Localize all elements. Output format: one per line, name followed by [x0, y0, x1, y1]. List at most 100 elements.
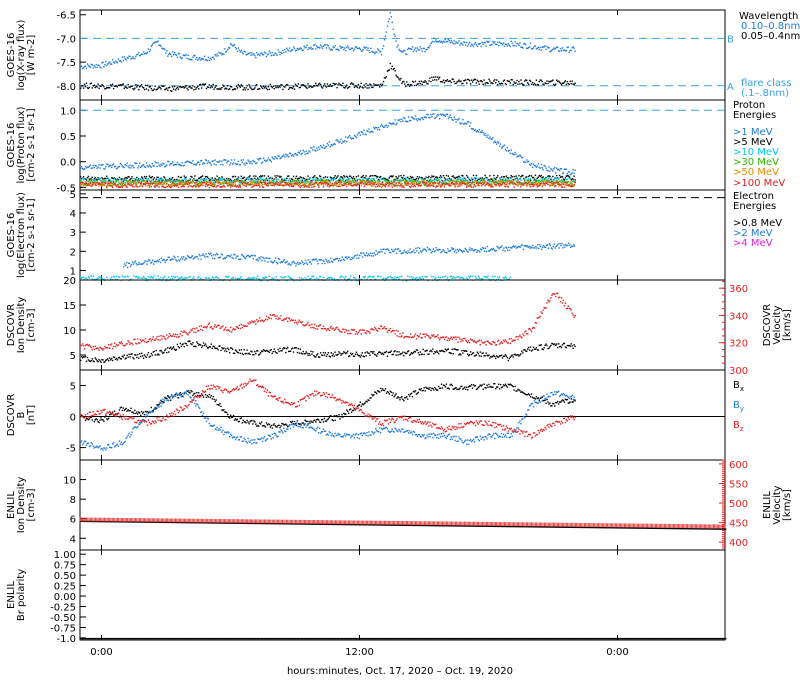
data-point: [295, 175, 298, 178]
data-point: [139, 178, 142, 181]
data-point: [448, 183, 451, 186]
data-point: [137, 84, 139, 86]
data-point: [225, 182, 227, 185]
data-point: [531, 166, 534, 169]
data-point: [220, 52, 222, 54]
data-point: [525, 161, 527, 163]
data-point: [178, 52, 181, 55]
data-point: [195, 184, 197, 186]
data-point: [379, 251, 381, 253]
data-point: [389, 182, 391, 185]
data-point: [258, 186, 261, 188]
data-point: [411, 80, 414, 83]
data-point: [166, 183, 168, 185]
data-point: [295, 49, 298, 52]
data-point: [336, 182, 338, 185]
data-point: [206, 185, 209, 187]
data-point: [192, 160, 194, 162]
data-point: [167, 179, 169, 181]
data-point: [135, 55, 137, 57]
data-point: [213, 183, 215, 186]
data-point: [327, 85, 330, 87]
data-point: [495, 82, 497, 84]
data-point: [563, 179, 566, 181]
data-point: [385, 31, 388, 33]
data-point: [258, 184, 260, 186]
data-point: [399, 180, 401, 183]
data-point: [203, 181, 206, 184]
data-point: [324, 180, 327, 182]
data-point: [134, 87, 136, 89]
data-point: [234, 88, 237, 90]
data-point: [169, 164, 171, 166]
data-point: [266, 88, 269, 91]
data-point: [80, 176, 82, 178]
data-point: [315, 258, 317, 260]
data-point: [314, 185, 316, 187]
data-point: [356, 180, 359, 182]
data-point: [439, 186, 442, 188]
data-point: [265, 257, 267, 259]
data-point: [200, 178, 203, 180]
data-point: [297, 261, 299, 264]
data-point: [351, 185, 354, 187]
data-point: [439, 185, 442, 187]
data-point: [236, 255, 238, 258]
data-point: [316, 177, 318, 179]
data-point: [480, 248, 482, 250]
data-point: [216, 180, 218, 182]
data-point: [524, 80, 526, 82]
data-point: [355, 176, 358, 178]
data-point: [507, 43, 510, 45]
data-point: [139, 185, 141, 188]
data-point: [348, 180, 351, 182]
data-point: [157, 182, 159, 184]
data-point: [255, 84, 257, 87]
data-point: [356, 182, 359, 185]
data-point: [348, 48, 351, 51]
data-point: [378, 251, 380, 253]
data-point: [154, 185, 156, 187]
data-point: [545, 82, 547, 85]
data-point: [238, 182, 241, 184]
data-point: [197, 178, 199, 181]
data-point: [356, 47, 359, 50]
data-point: [171, 258, 173, 260]
data-point: [315, 150, 317, 152]
data-point: [147, 178, 150, 180]
data-point: [572, 83, 574, 85]
data-point: [357, 175, 360, 177]
data-point: [199, 56, 201, 59]
data-point: [459, 277, 461, 279]
data-point: [397, 119, 399, 121]
data-point: [180, 182, 183, 185]
data-point: [103, 179, 105, 181]
data-point: [511, 181, 513, 184]
data-point: [136, 264, 138, 266]
data-point: [502, 180, 505, 182]
data-point: [240, 180, 243, 183]
data-point: [154, 260, 157, 263]
data-point: [292, 155, 295, 157]
data-point: [300, 262, 302, 265]
data-point: [200, 182, 203, 184]
data-point: [303, 177, 305, 180]
data-point: [511, 246, 514, 248]
data-point: [387, 20, 390, 23]
data-point: [191, 176, 193, 178]
data-point: [195, 179, 197, 182]
data-point: [151, 183, 153, 185]
data-point: [276, 184, 278, 186]
data-point: [122, 83, 124, 85]
data-point: [483, 182, 485, 184]
data-point: [291, 262, 293, 264]
data-point: [397, 44, 399, 46]
data-point: [525, 182, 527, 185]
data-point: [142, 183, 145, 186]
data-point: [411, 46, 414, 48]
data-point: [501, 182, 504, 184]
data-point: [434, 79, 436, 81]
data-point: [321, 182, 324, 185]
data-point: [123, 179, 125, 182]
data-point: [469, 179, 472, 182]
